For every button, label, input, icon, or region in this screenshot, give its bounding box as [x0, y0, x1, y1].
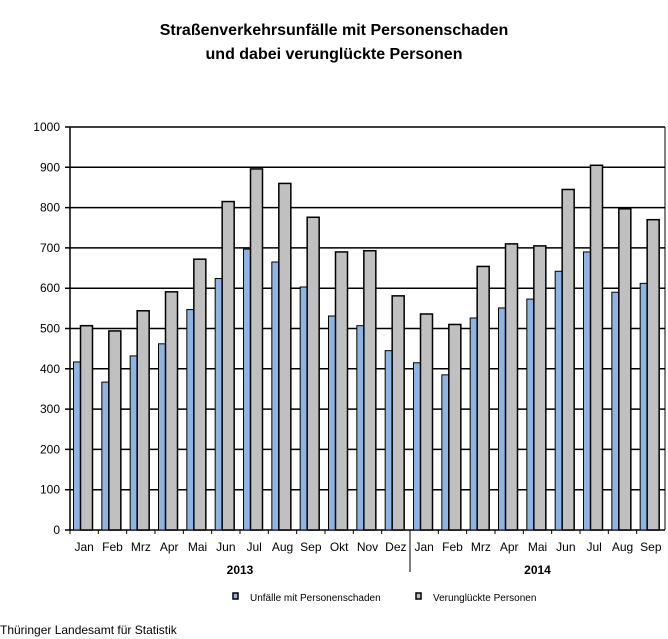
- x-tick-label: Mai: [188, 540, 207, 554]
- bar-unfaelle: [583, 251, 591, 531]
- year-label: 2013: [227, 563, 254, 577]
- bar-unfaelle: [356, 325, 365, 531]
- y-tick-label: 900: [40, 160, 60, 174]
- bar-unfaelle: [243, 248, 251, 531]
- y-tick-label: 100: [40, 483, 60, 497]
- bar-verunglueckte: [249, 168, 264, 531]
- y-tick-label: 300: [40, 402, 60, 416]
- x-tick-label: Apr: [160, 540, 179, 554]
- y-tick-label: 600: [40, 281, 60, 295]
- x-tick-label: Okt: [330, 540, 349, 554]
- bar-verunglueckte: [391, 295, 405, 531]
- bar-verunglueckte: [448, 323, 462, 531]
- legend-swatch: [415, 592, 422, 600]
- bar-verunglueckte: [164, 291, 179, 531]
- bar-unfaelle: [328, 315, 336, 531]
- bar-unfaelle: [498, 307, 506, 531]
- legend-label: Unfälle mit Personenschaden: [250, 593, 381, 604]
- bar-verunglueckte: [136, 310, 150, 531]
- bar-unfaelle: [129, 355, 138, 531]
- bar-verunglueckte: [79, 324, 94, 531]
- legend-swatch: [232, 592, 239, 600]
- bar-unfaelle: [554, 270, 563, 531]
- bar-unfaelle: [611, 291, 620, 531]
- bar-unfaelle: [639, 282, 648, 531]
- bar-verunglueckte: [108, 330, 122, 531]
- x-tick-label: Sep: [300, 540, 322, 554]
- y-tick-label: 500: [40, 322, 60, 336]
- x-tick-label: Aug: [612, 540, 633, 554]
- bar-verunglueckte: [589, 164, 604, 531]
- bar-verunglueckte: [363, 249, 377, 531]
- bar-verunglueckte: [646, 218, 660, 531]
- x-tick-label: Dez: [385, 540, 406, 554]
- bar-verunglueckte: [618, 208, 632, 531]
- bar-verunglueckte: [278, 182, 292, 531]
- y-tick-label: 200: [40, 442, 60, 456]
- year-label: 2014: [524, 563, 551, 577]
- bar-unfaelle: [469, 317, 478, 531]
- x-tick-label: Feb: [102, 540, 123, 554]
- x-tick-label: Mrz: [131, 540, 151, 554]
- x-tick-label: Aug: [272, 540, 293, 554]
- y-tick-label: 0: [53, 523, 60, 537]
- legend-label: Verunglückte Personen: [433, 593, 536, 604]
- x-tick-label: Jun: [556, 540, 575, 554]
- y-tick-label: 800: [40, 201, 60, 215]
- bar-unfaelle: [526, 298, 535, 531]
- bar-verunglueckte: [334, 251, 349, 531]
- x-tick-label: Jan: [74, 540, 93, 554]
- x-tick-label: Sep: [640, 540, 662, 554]
- x-tick-label: Mrz: [471, 540, 491, 554]
- y-tick-label: 700: [40, 241, 60, 255]
- bar-unfaelle: [73, 361, 81, 531]
- y-tick-label: 400: [40, 362, 60, 376]
- bar-unfaelle: [299, 286, 308, 531]
- bar-unfaelle: [413, 362, 421, 531]
- x-tick-label: Jul: [246, 540, 261, 554]
- footer-source: Thüringer Landesamt für Statistik: [0, 623, 177, 637]
- x-tick-label: Nov: [357, 540, 378, 554]
- bar-unfaelle: [101, 381, 110, 531]
- bar-verunglueckte: [561, 188, 575, 531]
- bar-verunglueckte: [476, 265, 490, 531]
- bar-verunglueckte: [419, 313, 434, 531]
- bar-unfaelle: [158, 343, 166, 531]
- bar-verunglueckte: [193, 258, 207, 531]
- bar-unfaelle: [214, 278, 223, 531]
- bar-unfaelle: [441, 374, 450, 531]
- x-tick-label: Apr: [500, 540, 519, 554]
- bar-unfaelle: [186, 309, 195, 531]
- bar-verunglueckte: [221, 200, 235, 531]
- bar-unfaelle: [271, 261, 280, 531]
- bar-verunglueckte: [306, 216, 320, 531]
- x-tick-label: Feb: [442, 540, 463, 554]
- bar-verunglueckte: [533, 245, 547, 531]
- x-tick-label: Jun: [216, 540, 235, 554]
- x-tick-label: Jan: [414, 540, 433, 554]
- bar-verunglueckte: [504, 243, 519, 531]
- x-tick-label: Jul: [586, 540, 601, 554]
- x-tick-label: Mai: [528, 540, 547, 554]
- chart-title-line-2: und dabei verunglückte Personen: [205, 46, 463, 63]
- y-tick-label: 1000: [33, 120, 60, 134]
- chart-title-line-1: Straßenverkehrsunfälle mit Personenschad…: [159, 22, 509, 39]
- bar-unfaelle: [384, 350, 393, 531]
